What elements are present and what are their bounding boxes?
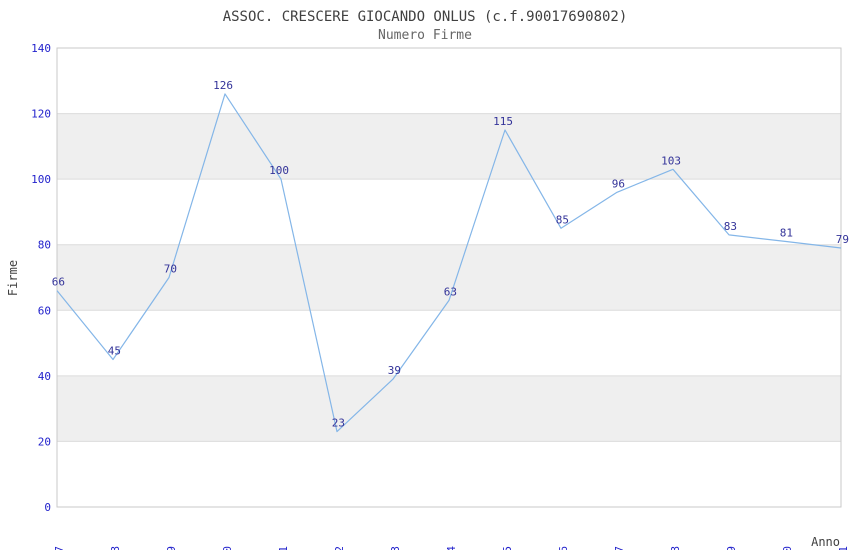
point-value-label: 79: [836, 233, 849, 246]
y-tick-label: 0: [44, 501, 51, 514]
x-tick-label: 2017: [613, 546, 626, 550]
y-tick-label: 20: [38, 435, 51, 448]
point-value-label: 81: [780, 226, 793, 239]
point-value-label: 85: [556, 213, 569, 226]
point-value-label: 96: [612, 177, 625, 190]
x-tick-label: 2010: [221, 546, 234, 550]
plot-border: [56, 47, 842, 508]
point-value-label: 39: [388, 364, 401, 377]
x-tick-label: 2018: [669, 546, 682, 550]
x-tick-label: 2007: [53, 546, 66, 550]
plot-band: [57, 375, 841, 442]
plot-border-rect: [56, 47, 842, 508]
y-tick-label: 140: [31, 42, 51, 55]
y-axis-ticks: 0 20 40 60 80 100 120 140: [31, 42, 51, 514]
point-value-label: 70: [164, 263, 177, 276]
x-tick-label: 2012: [333, 546, 346, 550]
y-tick-label: 100: [31, 173, 51, 186]
chart-title: ASSOC. CRESCERE GIOCANDO ONLUS (c.f.9001…: [223, 9, 628, 25]
point-value-label: 83: [724, 220, 737, 233]
point-value-label: 103: [661, 154, 681, 167]
x-tick-label: 2015: [501, 546, 514, 550]
x-tick-label: 2009: [165, 546, 178, 550]
point-value-label: 45: [108, 345, 121, 358]
x-tick-label: 2020: [781, 546, 794, 550]
point-value-label: 23: [332, 417, 345, 430]
plot-band: [57, 113, 841, 180]
point-value-label: 66: [52, 276, 65, 289]
x-axis-title: Anno: [811, 535, 840, 549]
series-line: [56, 93, 842, 433]
value-labels: 66 45 70 126 100 23 39 63 115 85 96 103 83 81 79: [52, 79, 849, 430]
y-axis-title: Firme: [6, 260, 20, 296]
x-tick-label: 2008: [109, 546, 122, 550]
y-tick-label: 60: [38, 304, 51, 317]
point-value-label: 115: [493, 115, 513, 128]
x-tick-label: 2013: [389, 546, 402, 550]
point-value-label: 63: [444, 285, 457, 298]
y-tick-label: 40: [38, 370, 51, 383]
point-value-label: 126: [213, 79, 233, 92]
y-tick-label: 120: [31, 108, 51, 121]
x-tick-label: 2019: [725, 546, 738, 550]
chart-subtitle: Numero Firme: [378, 28, 472, 43]
data-series: [56, 93, 842, 433]
x-tick-label: 2016: [557, 546, 570, 550]
x-tick-label: 2011: [277, 546, 290, 550]
point-value-label: 100: [269, 164, 289, 177]
y-tick-label: 80: [38, 239, 51, 252]
plot-bands: [57, 113, 841, 442]
